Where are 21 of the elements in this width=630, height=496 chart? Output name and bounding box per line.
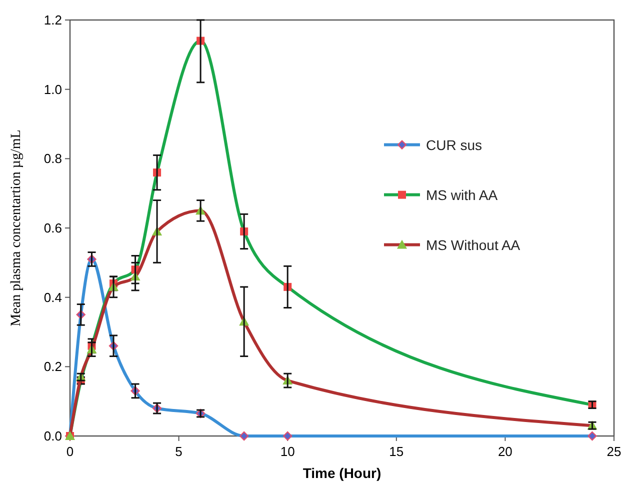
y-tick-label: 1.2 [44,12,62,28]
legend-label: CUR sus [426,136,482,153]
x-tick-label: 0 [66,444,74,459]
y-axis-title: Mean plasma concentartion µg/mL [9,130,24,326]
point [239,431,249,441]
x-tick-label: 10 [280,444,295,459]
y-tick-label: 0.8 [44,151,62,166]
x-tick-label: 5 [175,444,182,459]
y-tick-label: 1.0 [44,82,62,97]
point [588,431,597,441]
point [283,431,292,441]
x-tick-label: 20 [498,444,512,459]
x-axis-title: Time (Hour) [302,465,382,481]
y-tick-label: 0.2 [44,359,62,374]
legend-label: MS with AA [426,186,498,203]
x-tick-label: 25 [606,444,622,459]
legend-label: MS Without AA [426,236,521,253]
y-tick-label: 0.4 [44,290,62,305]
x-tick-label: 15 [389,444,404,459]
y-tick-label: 0.6 [44,220,62,236]
y-tick-label: 0.0 [44,428,62,444]
